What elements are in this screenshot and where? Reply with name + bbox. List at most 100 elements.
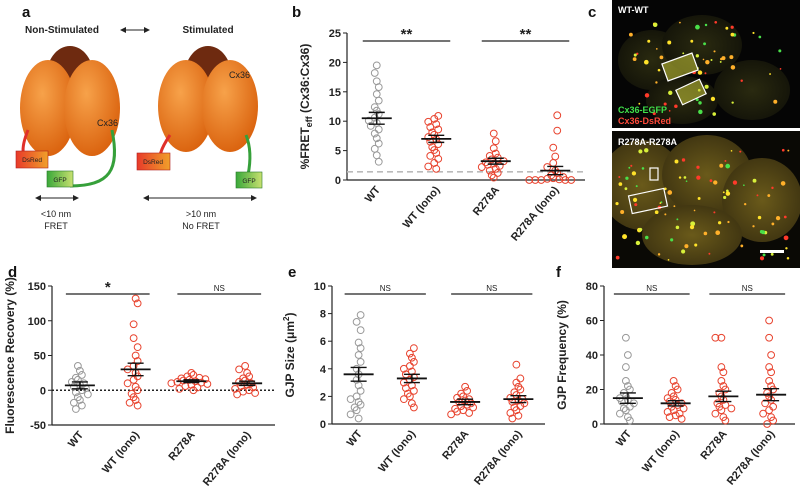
data-point xyxy=(489,129,498,138)
data-point xyxy=(673,385,682,394)
data-point xyxy=(251,389,260,397)
data-point xyxy=(426,151,435,160)
data-point xyxy=(489,144,498,153)
y-tick-label: 2 xyxy=(320,391,326,403)
data-point xyxy=(621,363,630,371)
data-point xyxy=(407,353,416,362)
data-point xyxy=(401,384,410,393)
data-point xyxy=(767,351,776,359)
data-point xyxy=(356,311,365,319)
y-tick-label: 80 xyxy=(586,281,598,293)
data-point xyxy=(407,399,416,408)
chart-gjp-frequency: 0 20 40 60 80 GJP Frequency (%) WT WT (Iono) R27… xyxy=(555,281,795,488)
data-point xyxy=(491,137,500,146)
data-point xyxy=(366,122,375,130)
x-tick-label: R278A (Iono) xyxy=(201,429,254,489)
data-point xyxy=(719,368,728,377)
x-tick-label: R278A (Iono) xyxy=(472,428,525,488)
panel-label-d: d xyxy=(8,264,18,281)
data-point xyxy=(447,410,456,419)
panel-label-a: a xyxy=(22,4,31,21)
data-point xyxy=(352,317,361,326)
data-point xyxy=(71,405,80,413)
data-point xyxy=(761,399,770,408)
data-point xyxy=(487,171,496,180)
significance-label: NS xyxy=(486,284,497,293)
data-point xyxy=(133,343,142,352)
data-point xyxy=(424,162,433,171)
data-point xyxy=(374,83,383,91)
y-axis-label: Fluorescence Recovery (%) xyxy=(3,277,17,434)
data-point xyxy=(374,96,383,105)
data-point xyxy=(485,166,494,175)
data-point xyxy=(669,376,678,385)
fret-schematic: Non-Stimulated Stimulated Cx36 DsRed GFP… xyxy=(15,25,263,231)
data-point xyxy=(356,386,365,395)
stimulated-title: Stimulated xyxy=(182,25,233,36)
y-tick-label: 5 xyxy=(335,146,341,158)
data-point xyxy=(477,163,486,171)
data-point xyxy=(346,395,355,404)
data-point xyxy=(426,123,435,131)
y-tick-label: 25 xyxy=(329,28,341,40)
micrograph-wt xyxy=(612,0,800,128)
data-point xyxy=(123,379,132,388)
non-stimulated-title: Non-Stimulated xyxy=(25,25,99,36)
x-tick-label: R278A xyxy=(698,428,729,462)
data-point xyxy=(203,380,212,388)
data-point xyxy=(621,333,630,342)
y-tick-label: 10 xyxy=(329,116,341,128)
data-point xyxy=(467,399,476,408)
significance-label: ** xyxy=(401,26,413,43)
y-axis-label: %FRETeff (Cx36:Cx36) xyxy=(298,44,314,170)
micrograph-title-top: WT-WT xyxy=(618,5,649,15)
y-tick-label: 60 xyxy=(586,316,598,328)
data-point xyxy=(549,159,558,167)
data-point xyxy=(434,140,443,149)
data-point xyxy=(352,375,361,384)
data-point xyxy=(133,357,142,365)
panel-label-f: f xyxy=(556,264,561,281)
data-point xyxy=(615,409,624,418)
data-point xyxy=(721,416,730,425)
data-point xyxy=(356,344,365,352)
data-point xyxy=(677,414,686,423)
y-tick-label: 10 xyxy=(314,281,326,293)
distance-label-left: <10 nm xyxy=(41,209,71,219)
data-point xyxy=(516,374,525,383)
x-tick-label: WT (Iono) xyxy=(100,429,142,476)
data-point xyxy=(461,382,470,391)
data-point xyxy=(430,114,439,123)
data-point xyxy=(432,164,441,173)
data-point xyxy=(231,384,240,393)
data-point xyxy=(77,401,86,410)
fret-label-left: FRET xyxy=(44,221,68,231)
dsred-box-right xyxy=(136,152,171,171)
data-point xyxy=(133,386,142,395)
data-point xyxy=(372,134,381,143)
data-point xyxy=(512,378,521,387)
x-tick-label: WT (Iono) xyxy=(401,184,443,231)
y-tick-label: 0 xyxy=(40,385,46,397)
data-point xyxy=(512,360,521,369)
data-point xyxy=(531,176,540,184)
data-point xyxy=(167,379,176,388)
data-point xyxy=(625,416,634,425)
cx36-channel-left xyxy=(20,46,120,156)
data-point xyxy=(352,406,361,415)
data-point xyxy=(489,173,498,182)
data-point xyxy=(567,176,576,184)
micrograph-title-bottom: R278A-R278A xyxy=(618,137,678,147)
data-point xyxy=(352,364,361,373)
distance-arrow-left xyxy=(35,195,79,201)
data-point xyxy=(769,385,778,394)
data-point xyxy=(75,366,84,375)
data-point xyxy=(69,382,78,391)
panel-label-b: b xyxy=(292,4,302,21)
data-point xyxy=(759,409,768,418)
data-point xyxy=(370,129,379,138)
gfp-box-right xyxy=(235,171,263,189)
dsred-label-left: DsRed xyxy=(22,157,42,164)
chart-gjp-size: 0 2 4 6 8 10 GJP Size (μm2) WT WT (Iono) R278A R27… xyxy=(282,281,545,488)
x-tick-label: WT xyxy=(614,428,634,449)
